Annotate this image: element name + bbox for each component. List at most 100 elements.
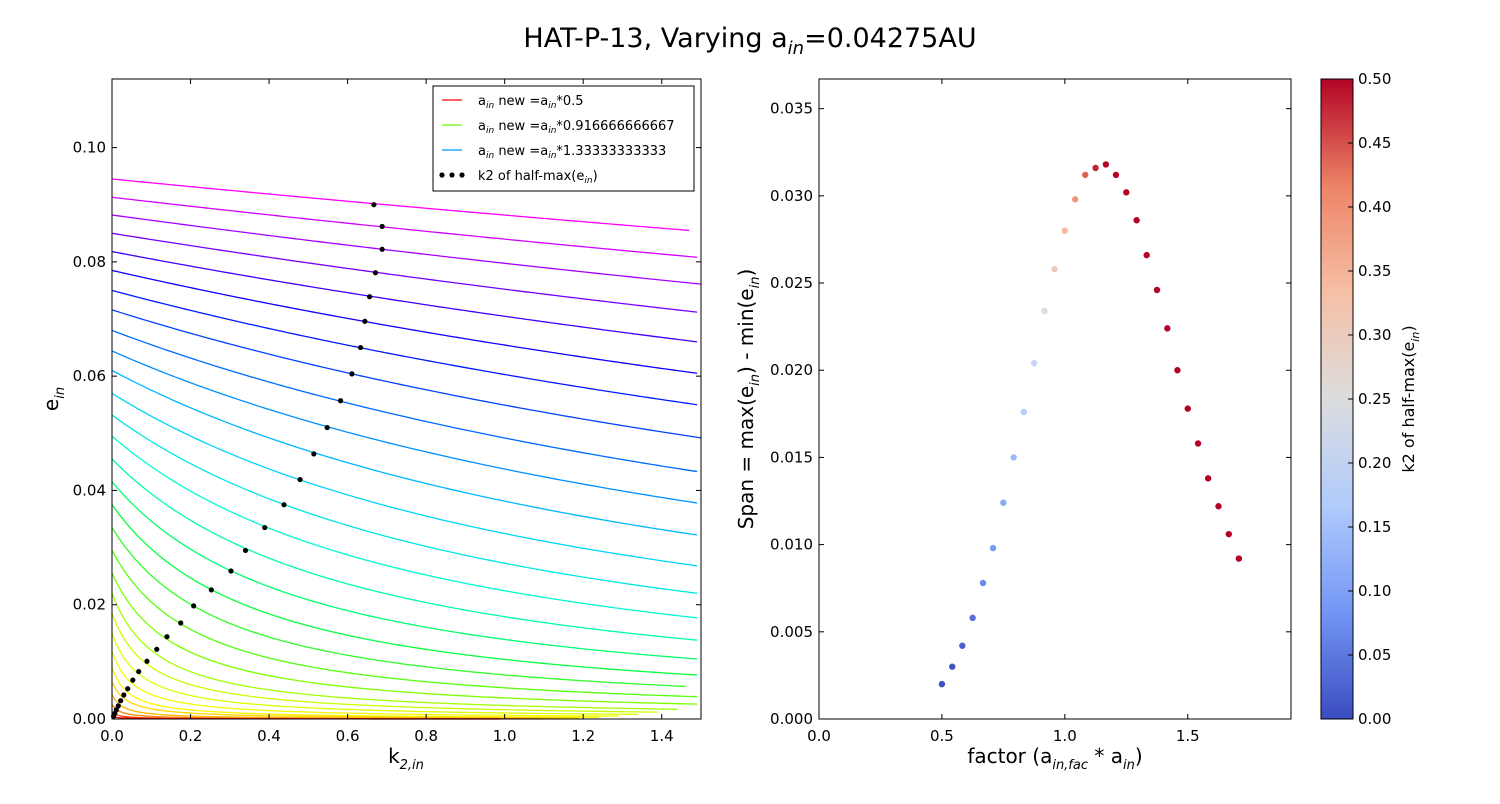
right-x-axis-label: factor (ain,fac * ain) bbox=[967, 744, 1142, 773]
colorbar-tick-label: 0.20 bbox=[1358, 454, 1391, 472]
half-max-point bbox=[136, 668, 142, 675]
y-tick-label: 0.020 bbox=[770, 361, 813, 379]
x-tick-label: 0.2 bbox=[179, 727, 203, 745]
legend-label: ain new =ain*0.5 bbox=[478, 94, 584, 111]
half-max-point bbox=[115, 703, 121, 709]
scatter-point bbox=[1235, 555, 1243, 562]
y-tick-label: 0.035 bbox=[770, 100, 813, 118]
colorbar-tick-label: 0.30 bbox=[1358, 326, 1391, 344]
scatter-point bbox=[938, 680, 946, 688]
half-max-point bbox=[337, 398, 344, 404]
colorbar-tick-label: 0.50 bbox=[1358, 70, 1391, 88]
half-max-point bbox=[366, 294, 373, 300]
right-chart: 0.0 0.5 1.0 1.5 0.0000.0050.0100.0150.0200.… bbox=[734, 78, 1292, 773]
e-curve-line bbox=[111, 593, 678, 710]
e-curve-line bbox=[111, 178, 690, 232]
title-main: HAT-P-13, Varying a bbox=[523, 23, 787, 54]
y-tick-label: 0.10 bbox=[73, 139, 106, 157]
scatter-point bbox=[1133, 217, 1140, 224]
e-curve-line bbox=[111, 435, 698, 619]
half-max-point bbox=[208, 587, 214, 593]
e-curve-line bbox=[111, 481, 698, 660]
colorbar-tick-label: 0.15 bbox=[1358, 518, 1391, 536]
legend-dot-swatch bbox=[449, 172, 455, 178]
half-max-point bbox=[191, 603, 197, 609]
e-curve-line bbox=[111, 527, 686, 688]
scatter-point bbox=[1092, 164, 1099, 172]
half-max-point bbox=[362, 318, 368, 324]
scatter-point bbox=[1010, 454, 1017, 461]
scatter-point bbox=[1123, 189, 1130, 196]
left-chart: 0.0 0.2 0.4 0.6 0.8 1.0 1.2 1.4 0.00 0.02 0.04 0.0… bbox=[39, 78, 702, 773]
y-tick-label: 0.04 bbox=[73, 481, 106, 499]
y-tick-label: 0.025 bbox=[770, 274, 813, 292]
scatter-point bbox=[1215, 503, 1222, 510]
figure-title: HAT-P-13, Varying ain=0.04275AU bbox=[523, 23, 976, 59]
e-curve-line bbox=[111, 250, 698, 343]
e-curve-line bbox=[111, 504, 698, 676]
left-x-axis: 0.0 0.2 0.4 0.6 0.8 1.0 1.2 1.4 bbox=[100, 79, 674, 745]
e-curve-line bbox=[111, 232, 698, 313]
y-tick-label: 0.005 bbox=[770, 623, 813, 641]
colorbar-tick-label: 0.00 bbox=[1358, 710, 1391, 728]
scatter-point bbox=[1184, 405, 1191, 412]
e-curve-line bbox=[111, 369, 698, 536]
colorbar-tick-label: 0.35 bbox=[1358, 262, 1391, 280]
colorbar-gradient bbox=[1321, 79, 1353, 719]
legend-label: ain new =ain*0.916666666667 bbox=[478, 119, 675, 136]
colorbar: 0.00 0.05 0.10 0.15 0.20 0.25 0.30 0.35 0.40 0.45… bbox=[1320, 70, 1422, 728]
half-max-point bbox=[144, 658, 150, 664]
half-max-point bbox=[164, 634, 170, 640]
half-max-point bbox=[379, 223, 385, 230]
half-max-point bbox=[154, 646, 160, 652]
colorbar-tick-label: 0.40 bbox=[1358, 198, 1391, 216]
colorbar-tick-label: 0.05 bbox=[1358, 646, 1391, 664]
scatter-point bbox=[969, 614, 976, 622]
colorbar-tick-label: 0.45 bbox=[1358, 134, 1391, 152]
y-tick-label: 0.06 bbox=[73, 367, 106, 385]
legend-label: k2 of half-max(ein) bbox=[478, 169, 598, 186]
left-x-axis-label: k2,in bbox=[388, 744, 424, 773]
y-tick-label: 0.02 bbox=[73, 596, 106, 614]
scatter-point bbox=[1000, 499, 1007, 506]
colorbar-ticks: 0.00 0.05 0.10 0.15 0.20 0.25 0.30 0.35 0.40 0.45… bbox=[1348, 70, 1391, 728]
x-tick-label: 0.0 bbox=[807, 727, 831, 745]
legend-entries: ain new =ain*0.5 ain new =ain*0.916666666… bbox=[439, 94, 675, 186]
e-curve-line bbox=[111, 458, 698, 641]
left-legend: ain new =ain*0.5 ain new =ain*0.916666666… bbox=[432, 85, 695, 192]
x-tick-label: 0.5 bbox=[930, 727, 954, 745]
title-subscript: in bbox=[788, 38, 804, 59]
colorbar-tick-label: 0.25 bbox=[1358, 390, 1391, 408]
x-tick-label: 1.5 bbox=[1176, 727, 1200, 745]
scatter-point bbox=[959, 642, 966, 649]
half-max-point bbox=[125, 686, 131, 692]
half-max-point bbox=[178, 620, 184, 626]
scatter-point bbox=[1225, 530, 1233, 538]
half-max-point bbox=[297, 476, 303, 483]
e-curve-line bbox=[111, 651, 619, 717]
left-half-max-points bbox=[110, 202, 385, 719]
scatter-point bbox=[1061, 227, 1069, 234]
e-curve-line bbox=[111, 309, 702, 439]
x-tick-label: 1.0 bbox=[1053, 727, 1077, 745]
x-tick-label: 0.6 bbox=[336, 727, 360, 745]
legend-label: ain new =ain*1.33333333333 bbox=[478, 144, 666, 161]
e-curve-line bbox=[111, 269, 698, 374]
half-max-point bbox=[228, 568, 234, 574]
y-tick-label: 0.010 bbox=[770, 536, 813, 554]
e-curve-line bbox=[111, 633, 639, 716]
x-tick-label: 1.0 bbox=[493, 727, 517, 745]
y-tick-label: 0.00 bbox=[73, 710, 106, 728]
scatter-point bbox=[989, 544, 997, 552]
e-curve-line bbox=[111, 214, 702, 285]
scatter-point bbox=[1112, 171, 1120, 179]
half-max-point bbox=[121, 692, 127, 698]
scatter-point bbox=[979, 579, 987, 587]
colorbar-label: k2 of half-max(ein) bbox=[1399, 325, 1422, 472]
title-tail: =0.04275AU bbox=[804, 23, 977, 54]
left-y-axis-label: ein bbox=[39, 387, 68, 411]
scatter-point bbox=[1030, 360, 1038, 367]
e-curve-line bbox=[111, 289, 698, 406]
